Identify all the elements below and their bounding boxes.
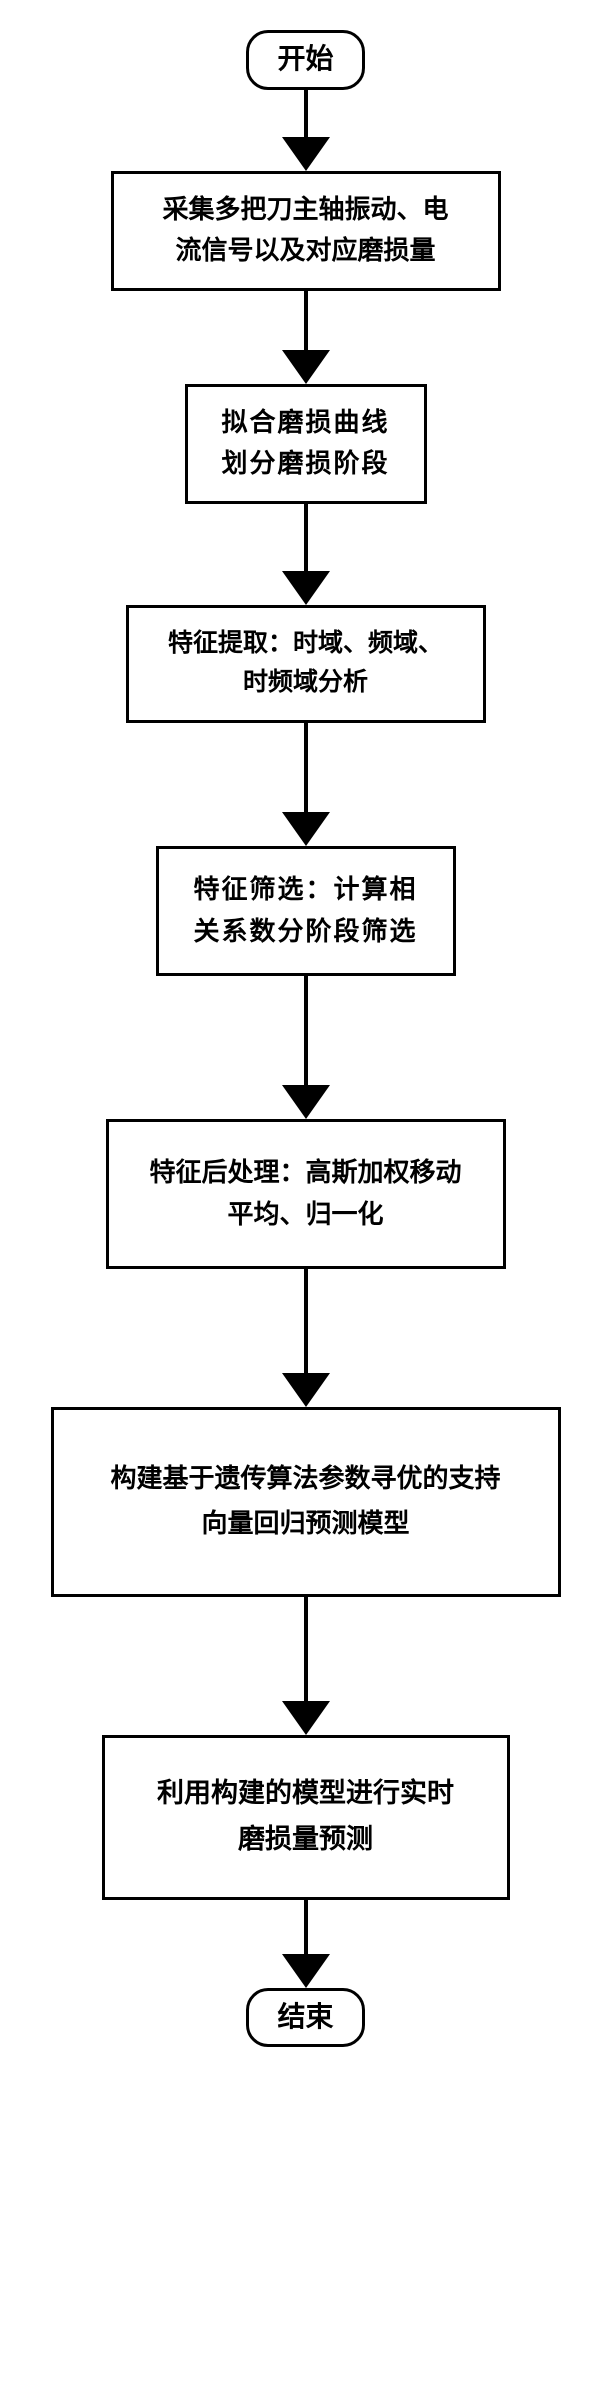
terminal-start-text: 开始	[277, 44, 333, 75]
arrow-shaft	[304, 1900, 308, 1955]
process-feature-select: 特征筛选：计算相 关系数分阶段筛选	[156, 846, 456, 976]
process-line: 关系数分阶段筛选	[175, 911, 437, 953]
arrow-head-icon	[282, 1701, 330, 1735]
process-build-model: 构建基于遗传算法参数寻优的支持 向量回归预测模型	[51, 1407, 561, 1597]
arrow-shaft	[304, 90, 308, 138]
process-line: 磨损量预测	[125, 1817, 487, 1863]
flowchart-root: 开始 采集多把刀主轴振动、电 流信号以及对应磨损量 拟合磨损曲线 划分磨损阶段 …	[0, 0, 611, 2097]
arrow-3	[282, 723, 330, 846]
process-line: 构建基于遗传算法参数寻优的支持	[74, 1457, 538, 1501]
process-line: 特征提取：时域、频域、	[145, 625, 467, 664]
process-line: 划分磨损阶段	[200, 444, 412, 484]
process-line: 时频域分析	[145, 664, 467, 703]
process-line: 流信号以及对应磨损量	[132, 231, 480, 271]
arrow-shaft	[304, 1597, 308, 1702]
arrow-shaft	[304, 291, 308, 351]
arrow-head-icon	[282, 1954, 330, 1988]
process-line: 利用构建的模型进行实时	[125, 1771, 487, 1817]
terminal-end: 结束	[246, 1988, 364, 2048]
arrow-5	[282, 1269, 330, 1407]
process-feature-postprocess: 特征后处理：高斯加权移动 平均、归一化	[106, 1119, 506, 1269]
process-fit-curve: 拟合磨损曲线 划分磨损阶段	[185, 384, 427, 504]
arrow-shaft	[304, 723, 308, 813]
process-predict: 利用构建的模型进行实时 磨损量预测	[102, 1735, 510, 1900]
process-line: 特征筛选：计算相	[175, 869, 437, 911]
process-line: 向量回归预测模型	[74, 1502, 538, 1546]
process-line: 特征后处理：高斯加权移动	[127, 1152, 485, 1194]
process-feature-extract: 特征提取：时域、频域、 时频域分析	[126, 605, 486, 723]
arrow-2	[282, 504, 330, 605]
arrow-4	[282, 976, 330, 1119]
process-collect-signals: 采集多把刀主轴振动、电 流信号以及对应磨损量	[111, 171, 501, 291]
arrow-head-icon	[282, 571, 330, 605]
arrow-head-icon	[282, 812, 330, 846]
arrow-shaft	[304, 976, 308, 1086]
arrow-head-icon	[282, 137, 330, 171]
arrow-1	[282, 291, 330, 384]
process-line: 拟合磨损曲线	[200, 403, 412, 443]
arrow-0	[282, 90, 330, 171]
terminal-start: 开始	[246, 30, 364, 90]
arrow-head-icon	[282, 1085, 330, 1119]
arrow-head-icon	[282, 350, 330, 384]
terminal-end-text: 结束	[277, 2002, 333, 2033]
arrow-7	[282, 1900, 330, 1988]
arrow-6	[282, 1597, 330, 1735]
arrow-head-icon	[282, 1373, 330, 1407]
process-line: 平均、归一化	[127, 1194, 485, 1236]
process-line: 采集多把刀主轴振动、电	[132, 190, 480, 230]
arrow-shaft	[304, 1269, 308, 1374]
arrow-shaft	[304, 504, 308, 572]
